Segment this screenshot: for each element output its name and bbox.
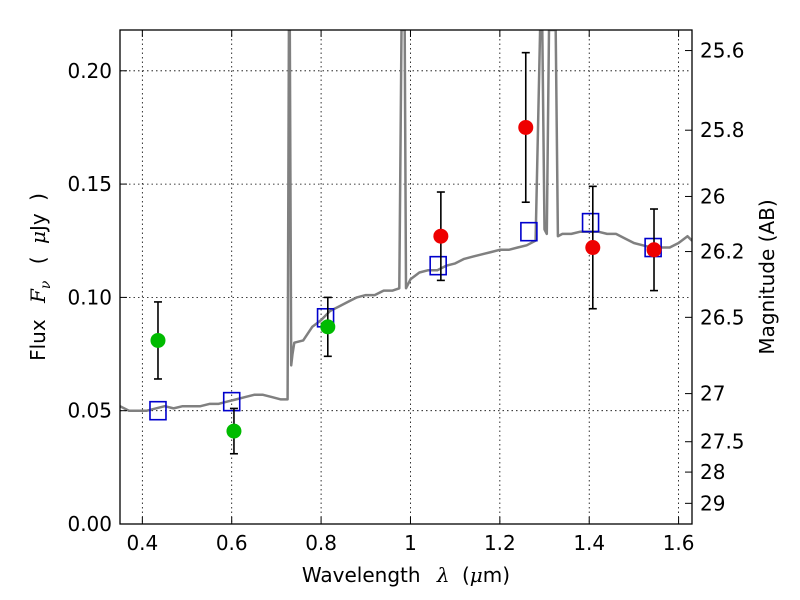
model-photometry-square: [429, 255, 447, 276]
x-axis-label-word: Wavelength: [302, 563, 421, 587]
y-axis-label-nu: ν: [38, 280, 54, 289]
y-axis-label-close: ): [26, 193, 50, 201]
data-layer: [120, 30, 692, 455]
red-data-point: [518, 119, 534, 135]
x-axis-label-open: (: [462, 563, 470, 587]
model-photometry-square: [149, 400, 167, 421]
green-data-point: [150, 332, 166, 348]
magnitude-tick-label: 26.5: [700, 305, 745, 329]
model-photometry-square: [581, 212, 600, 233]
x-axis-label-unit: m): [483, 563, 510, 587]
magnitude-tick-label: 29: [700, 491, 725, 515]
x-tick-label: 1.2: [484, 531, 516, 555]
magnitude-tick-label: 28: [700, 460, 725, 484]
model-photometry-square: [222, 391, 241, 412]
y-tick-label: 0.15: [67, 172, 112, 196]
y-tick-label: 0.10: [67, 285, 112, 309]
plot-frame: [119, 29, 693, 525]
x-tick-label: 1.6: [663, 531, 695, 555]
y-tick-label: 0.00: [67, 512, 112, 536]
y-axis-label-f: F: [26, 288, 50, 304]
x-axis-label-mu: μ: [470, 563, 483, 587]
magnitude-tick-label: 26: [700, 184, 725, 208]
x-tick-label: 1.4: [573, 531, 605, 555]
magnitude-tick-label: 27.5: [700, 430, 745, 454]
y-tick-label: 0.20: [67, 59, 112, 83]
magnitude-tick-label: 25.8: [700, 118, 745, 142]
magnitude-tick-label: 27: [700, 382, 725, 406]
x-tick-label: 0.4: [126, 531, 158, 555]
x-tick-label: 0.6: [216, 531, 248, 555]
red-data-point: [433, 228, 449, 244]
red-data-point: [646, 242, 662, 258]
x-axis-label-lambda: λ: [436, 563, 450, 587]
magnitude-axis-label: Magnitude (AB): [755, 199, 779, 354]
y-axis-label: Flux Fν ( μJy ): [26, 193, 55, 361]
model-photometry-square: [520, 221, 538, 242]
red-data-point: [585, 240, 601, 256]
ticks: 0.4 0.6 0.8 1 1.2 1.4 1.6 0.00 0.05 0.10 0.15 0.20 2…: [67, 30, 745, 555]
y-axis-label-mu: μ: [26, 231, 50, 244]
magnitude-tick-label: 25.6: [700, 39, 745, 63]
x-tick-label: 1: [404, 531, 417, 555]
y-axis-label-unit: Jy: [26, 213, 50, 233]
y-axis-label-word: Flux: [26, 319, 50, 361]
y-axis-label-open: (: [26, 256, 50, 264]
x-tick-label: 0.8: [305, 531, 337, 555]
y-tick-label: 0.05: [67, 399, 112, 423]
x-axis-label: Wavelength λ (μm): [302, 563, 510, 587]
magnitude-tick-label: 26.2: [700, 240, 745, 264]
green-data-point: [320, 319, 336, 335]
green-data-point: [226, 423, 242, 439]
